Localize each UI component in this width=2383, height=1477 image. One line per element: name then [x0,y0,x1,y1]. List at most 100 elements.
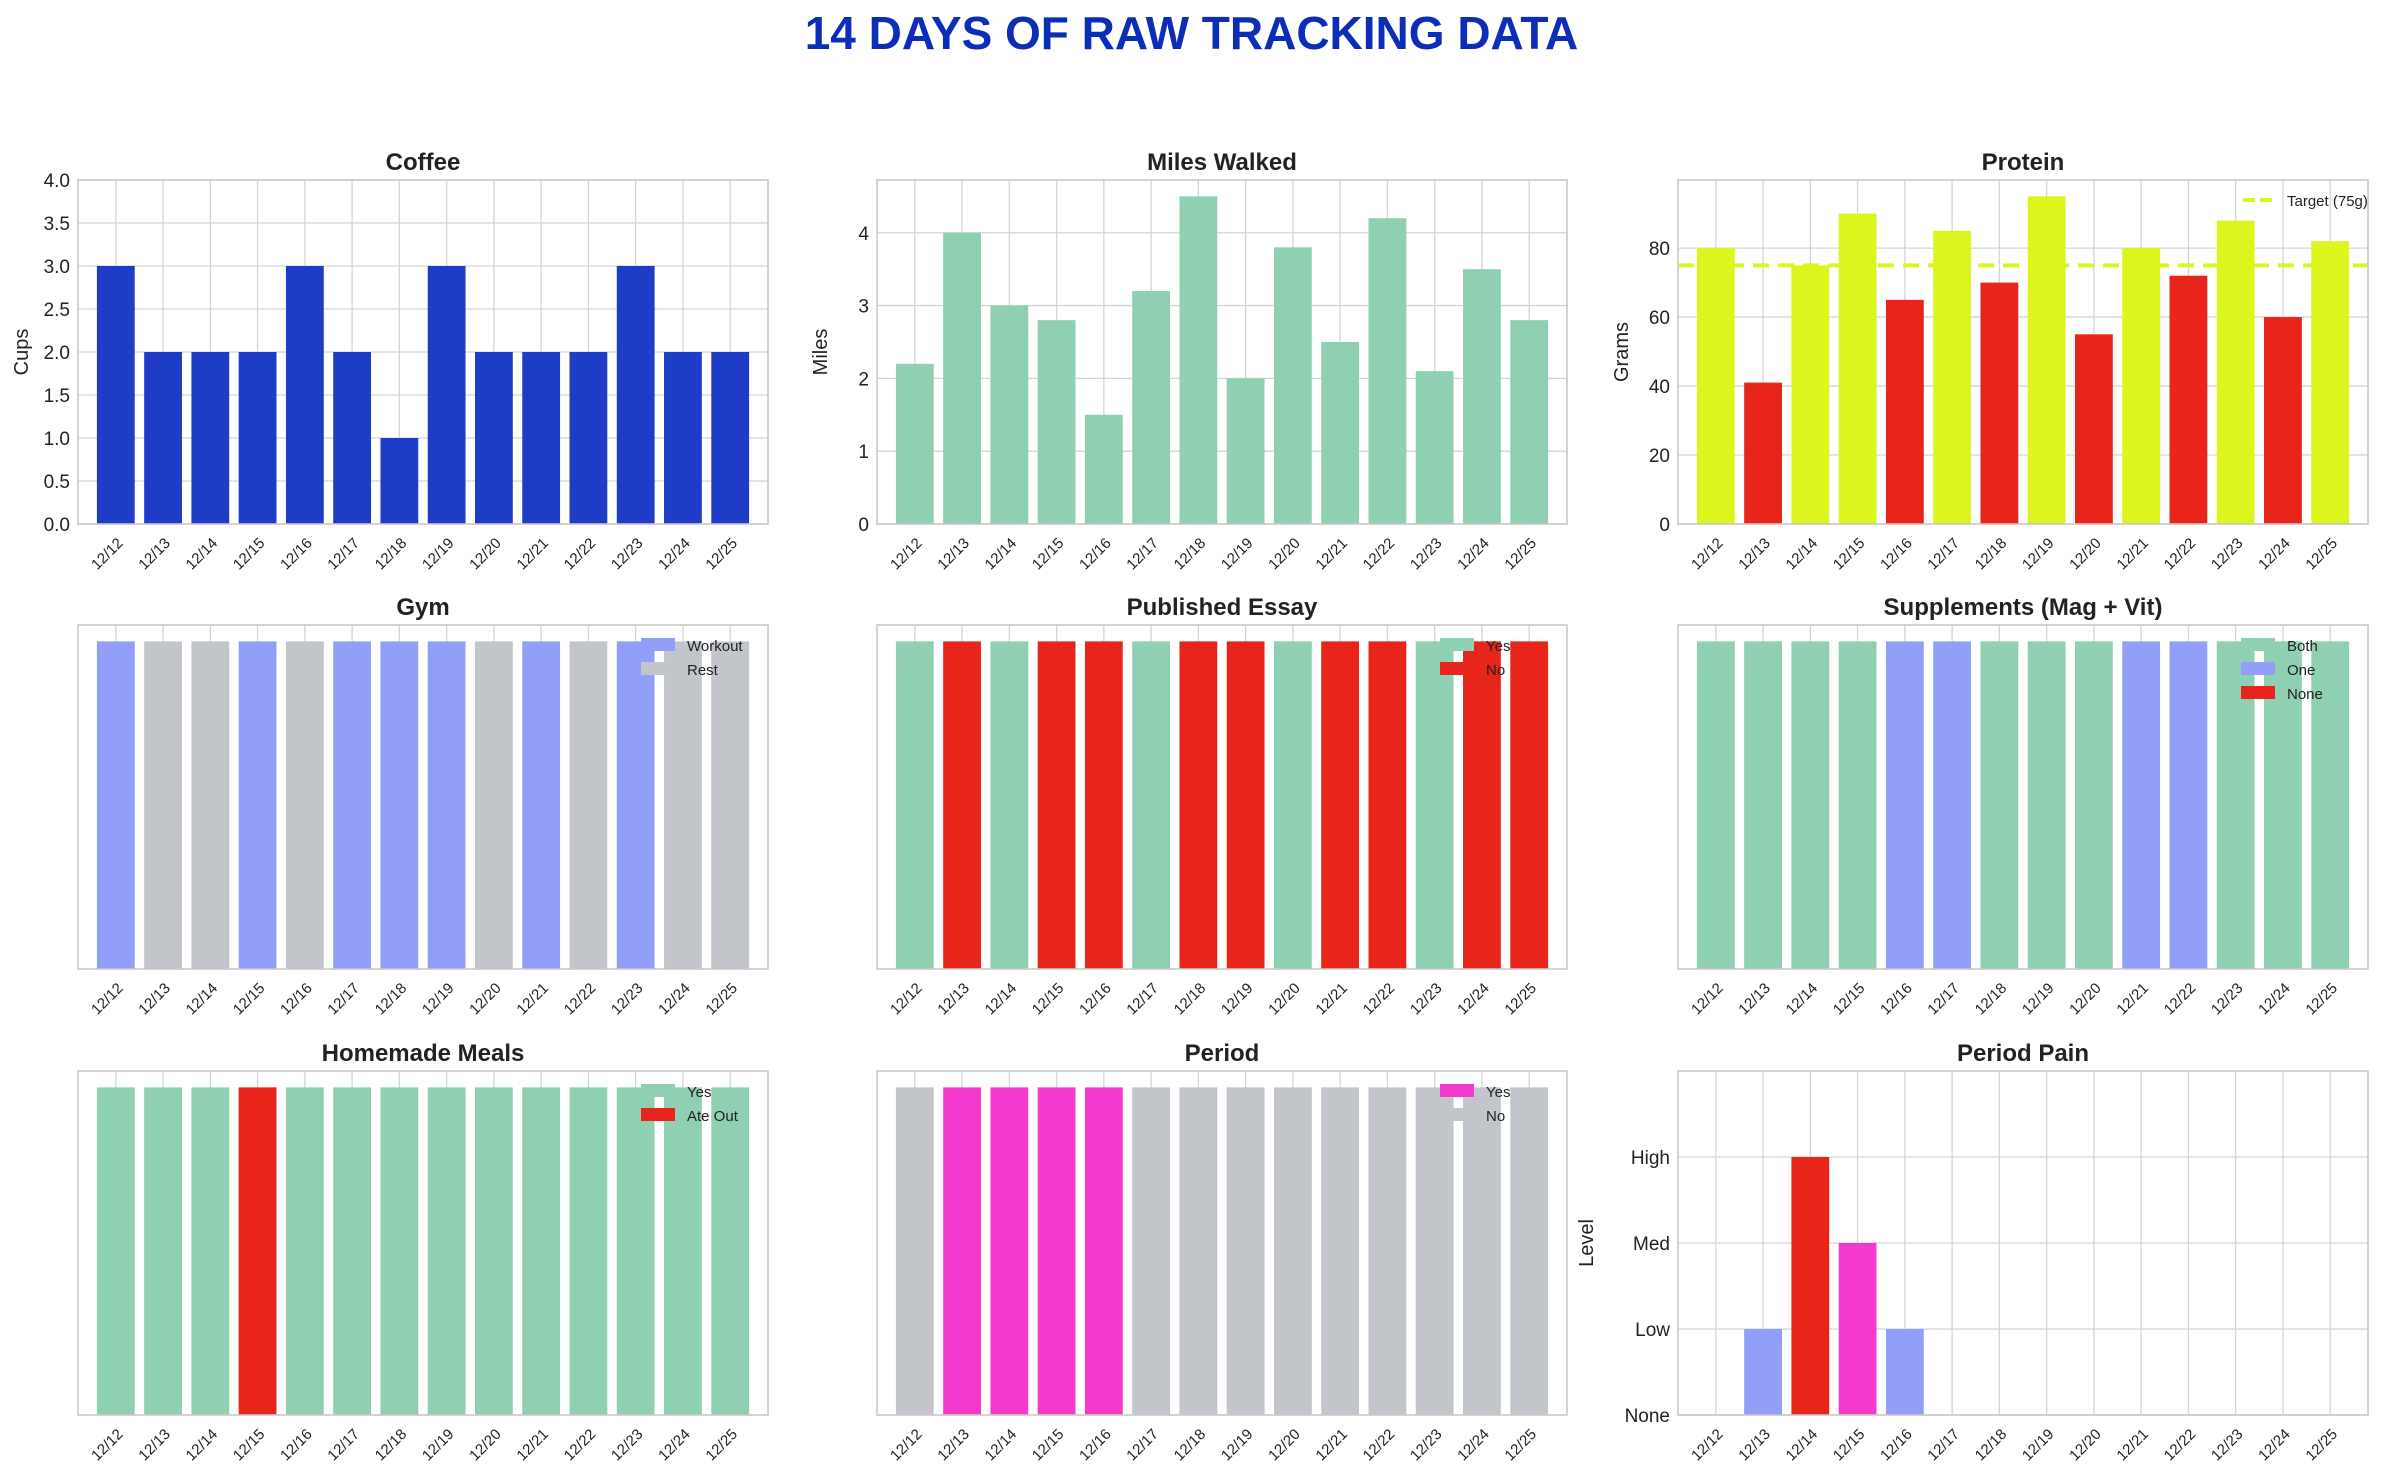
legend-swatch [2241,662,2275,675]
bar [990,641,1029,969]
bar [1744,382,1782,524]
x-tick-label: 12/18 [1972,980,2011,1019]
bar [616,1087,655,1415]
x-tick-label: 12/20 [1265,980,1304,1019]
x-tick-label: 12/22 [561,1426,600,1465]
y-tick-label: None [1625,1406,1670,1427]
bar [333,641,372,969]
y-tick-label: 1 [858,442,869,463]
x-tick-label: 12/18 [372,980,411,1019]
x-tick-label: 12/25 [1501,980,1540,1019]
bar [380,641,419,969]
legend-label: No [1486,1108,1505,1125]
bar [1463,641,1501,969]
legend-label: Target (75g) [2287,193,2368,210]
bar [664,352,702,524]
x-tick-label: 12/15 [230,980,269,1019]
x-tick-label: 12/15 [1830,980,1869,1019]
bar [895,1087,934,1415]
bar [1933,230,1972,524]
x-tick-label: 12/22 [561,535,600,574]
plot-frame [1677,624,2369,970]
x-tick-label: 12/19 [1218,535,1257,574]
x-tick-label: 12/20 [2066,1426,2105,1465]
bar [144,641,182,969]
x-tick-label: 12/14 [982,980,1021,1019]
bar [1179,1087,1218,1415]
y-tick-label: 0.0 [44,515,70,536]
bar [1838,641,1877,969]
x-tick-label: 12/24 [655,980,694,1019]
bar [285,1087,324,1415]
x-tick-label: 12/15 [1029,1426,1068,1465]
bar [238,641,277,969]
y-tick-label: Med [1633,1234,1670,1255]
y-tick-label: 3 [858,297,869,318]
x-tick-label: 12/24 [2255,1426,2294,1465]
bar [1084,641,1123,969]
x-tick-label: 12/12 [1688,535,1727,574]
bar [380,438,419,524]
bar [1132,291,1171,524]
x-tick-label: 12/21 [2113,535,2152,574]
legend: Yes Ate Out [641,1084,739,1125]
x-tick-label: 12/16 [1877,980,1916,1019]
bar [1415,371,1454,524]
x-tick-label: 12/20 [466,1426,505,1465]
x-tick-label: 12/25 [2302,980,2341,1019]
bar [1037,320,1076,524]
bar [474,352,513,524]
bar [2027,196,2066,524]
plot-frame [77,624,769,970]
bar [2264,317,2302,524]
x-tick-label: 12/14 [1783,535,1822,574]
x-tick-label: 12/18 [372,1426,411,1465]
chart-title: Period Pain [1957,1040,2089,1067]
legend-label: Yes [1486,1084,1510,1101]
y-tick-label: 0 [1659,515,1670,536]
bar [569,352,608,524]
bar [1791,641,1830,969]
x-tick-label: 12/17 [324,1426,363,1465]
x-tick-label: 12/21 [1312,1426,1351,1465]
x-tick-label: 12/13 [1735,1426,1774,1465]
plot-frame [1677,1070,2369,1416]
plot-frame [876,1070,1568,1416]
x-tick-label: 12/16 [1076,980,1115,1019]
legend-label: One [2287,662,2315,679]
x-tick-label: 12/14 [982,535,1021,574]
legend-label: Both [2287,638,2318,655]
x-tick-label: 12/19 [2019,535,2058,574]
x-tick-label: 12/18 [1972,1426,2011,1465]
x-tick-label: 12/22 [1360,1426,1399,1465]
x-tick-label: 12/25 [2302,535,2341,574]
bar [943,1087,981,1415]
plot-frame [1677,179,2369,525]
x-tick-label: 12/21 [1312,980,1351,1019]
plot-frame [876,624,1568,970]
legend-label: Ate Out [687,1108,739,1125]
legend: Yes No [1440,638,1510,679]
bar [1037,641,1076,969]
x-tick-label: 12/17 [324,980,363,1019]
x-tick-label: 12/23 [2208,980,2247,1019]
bar [1744,641,1782,969]
bar [1885,299,1924,524]
bar [1179,641,1218,969]
y-tick-label: 20 [1649,446,1670,467]
x-tick-label: 12/16 [277,1426,316,1465]
bar [2169,275,2208,524]
x-tick-label: 12/13 [135,535,174,574]
x-tick-label: 12/12 [88,980,127,1019]
x-tick-label: 12/13 [934,535,973,574]
x-tick-label: 12/19 [419,980,458,1019]
x-tick-label: 12/19 [1218,1426,1257,1465]
y-tick-label: 4.0 [44,171,70,192]
bar [664,1087,702,1415]
x-tick-label: 12/15 [230,1426,269,1465]
x-tick-label: 12/19 [419,535,458,574]
bar [427,266,466,524]
x-tick-label: 12/12 [88,535,127,574]
